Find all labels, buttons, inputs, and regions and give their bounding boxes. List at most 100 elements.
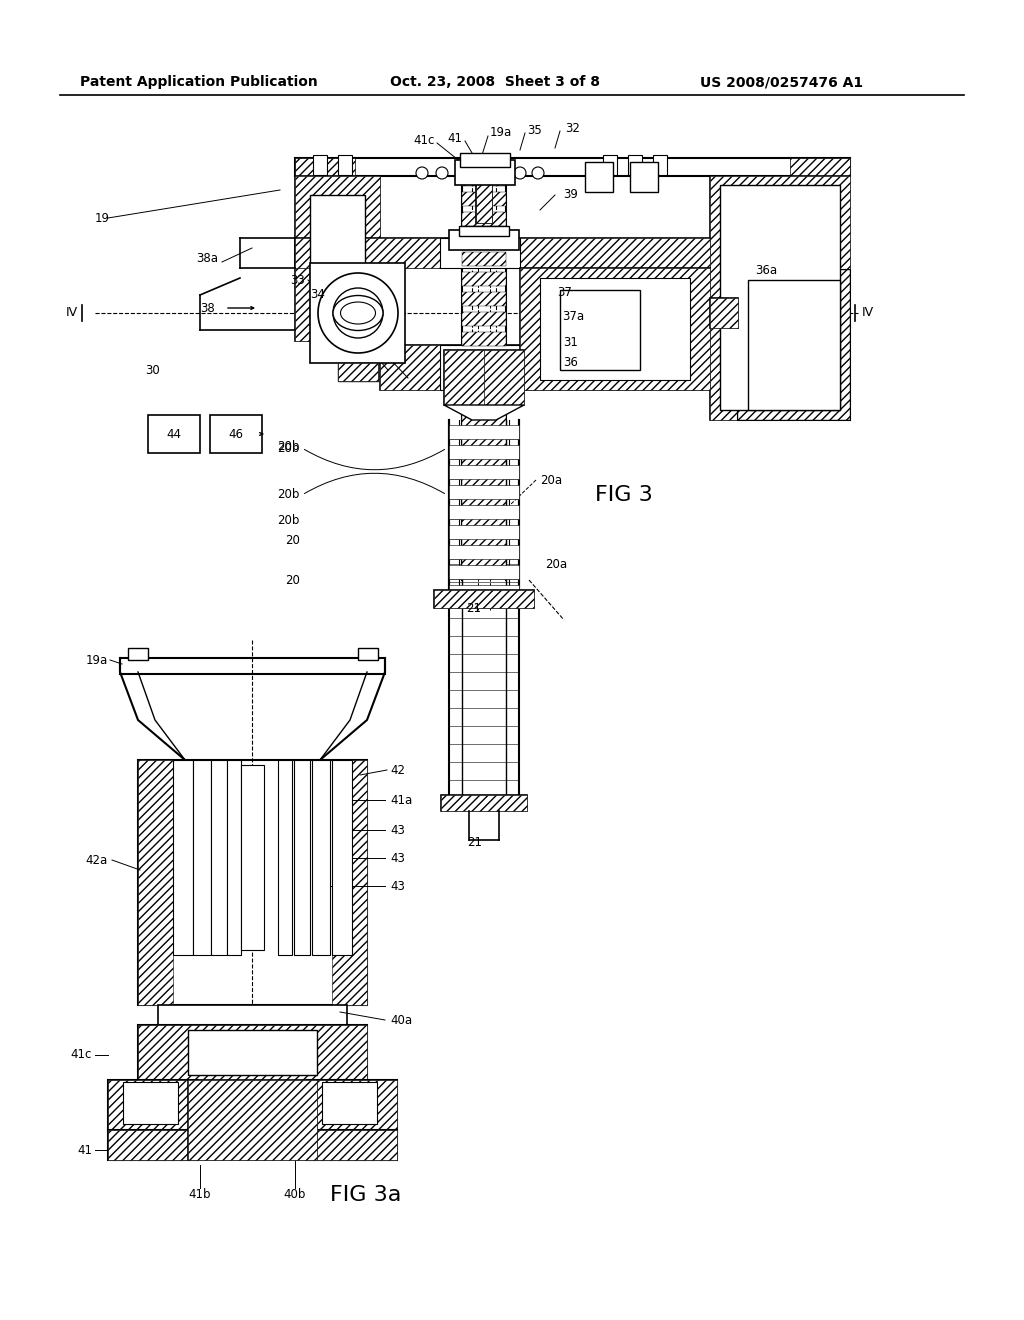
Bar (310, 263, 406, 363)
Ellipse shape (341, 302, 376, 323)
Bar (449, 565, 519, 579)
Bar (332, 760, 352, 954)
Bar (449, 484, 519, 499)
Bar (790, 158, 850, 176)
Circle shape (318, 273, 398, 352)
Polygon shape (444, 405, 524, 420)
Bar (462, 552, 506, 566)
Bar (462, 312, 506, 326)
Bar (310, 195, 365, 325)
Circle shape (333, 288, 383, 338)
Bar (520, 268, 710, 389)
Bar (476, 162, 492, 223)
Bar (462, 352, 506, 366)
Text: Patent Application Publication: Patent Application Publication (80, 75, 317, 88)
Bar (603, 154, 617, 176)
Bar (449, 585, 519, 599)
Bar (449, 525, 519, 539)
Bar (720, 185, 840, 411)
Bar (459, 226, 509, 236)
Bar (188, 1030, 317, 1074)
Bar (338, 363, 378, 381)
Bar (380, 345, 710, 389)
Bar (630, 162, 658, 191)
Text: 36a: 36a (755, 264, 777, 276)
Text: 37a: 37a (562, 309, 584, 322)
Text: 34: 34 (310, 288, 325, 301)
Polygon shape (470, 162, 498, 177)
Bar (120, 657, 385, 675)
Bar (462, 432, 506, 446)
Bar (307, 1130, 397, 1160)
Bar (462, 492, 506, 506)
Bar (449, 230, 519, 249)
Text: 19a: 19a (86, 653, 108, 667)
Bar (211, 760, 227, 954)
Text: 40a: 40a (390, 1014, 412, 1027)
Text: 46: 46 (228, 428, 244, 441)
Bar (470, 154, 498, 177)
Bar (313, 154, 327, 176)
Bar (138, 1026, 367, 1080)
Text: 42a: 42a (86, 854, 108, 866)
Text: IV: IV (862, 306, 874, 319)
Text: 21: 21 (467, 602, 481, 615)
Bar (462, 252, 506, 267)
Bar (462, 392, 506, 407)
Bar (748, 280, 840, 411)
Text: 39: 39 (563, 189, 578, 202)
Bar (358, 648, 378, 660)
Bar (278, 760, 292, 954)
Text: 33: 33 (290, 273, 305, 286)
Bar (462, 232, 506, 246)
Text: FIG 3a: FIG 3a (330, 1185, 401, 1205)
Circle shape (514, 168, 526, 180)
Text: 44: 44 (167, 428, 181, 441)
Text: 41c: 41c (71, 1048, 92, 1061)
Bar (449, 506, 519, 519)
Bar (462, 532, 506, 546)
Bar (188, 1080, 317, 1160)
Text: 20b: 20b (278, 441, 300, 454)
Bar (444, 350, 484, 405)
Bar (148, 414, 200, 453)
Bar (462, 451, 506, 466)
Text: 43: 43 (390, 824, 404, 837)
Text: 32: 32 (565, 121, 580, 135)
Bar (108, 1080, 198, 1130)
Bar (628, 154, 642, 176)
Bar (540, 279, 690, 380)
Bar (123, 1082, 178, 1125)
Bar (434, 590, 534, 609)
Bar (449, 545, 519, 558)
Bar (434, 590, 534, 609)
Bar (462, 333, 506, 346)
Bar (440, 345, 520, 389)
Text: 35: 35 (527, 124, 542, 136)
Bar (449, 425, 519, 440)
Text: 36: 36 (563, 356, 578, 370)
Text: 42: 42 (390, 763, 406, 776)
Bar (227, 760, 241, 954)
Bar (444, 350, 524, 405)
Bar (462, 191, 506, 206)
Bar (138, 760, 173, 1005)
Bar (332, 760, 367, 1005)
Bar (462, 473, 506, 486)
Text: 20a: 20a (540, 474, 562, 487)
Bar (295, 158, 355, 176)
Bar (455, 160, 515, 185)
Text: 41b: 41b (188, 1188, 211, 1201)
Bar (441, 795, 527, 810)
Bar (484, 350, 524, 405)
Bar (307, 1080, 397, 1130)
Text: 38a: 38a (196, 252, 218, 264)
Text: 38: 38 (201, 301, 215, 314)
Text: 19a: 19a (490, 127, 512, 140)
Circle shape (436, 168, 449, 180)
Bar (738, 271, 850, 420)
Bar (462, 412, 506, 426)
Bar (193, 760, 211, 954)
Circle shape (346, 301, 370, 325)
Text: 20: 20 (285, 533, 300, 546)
